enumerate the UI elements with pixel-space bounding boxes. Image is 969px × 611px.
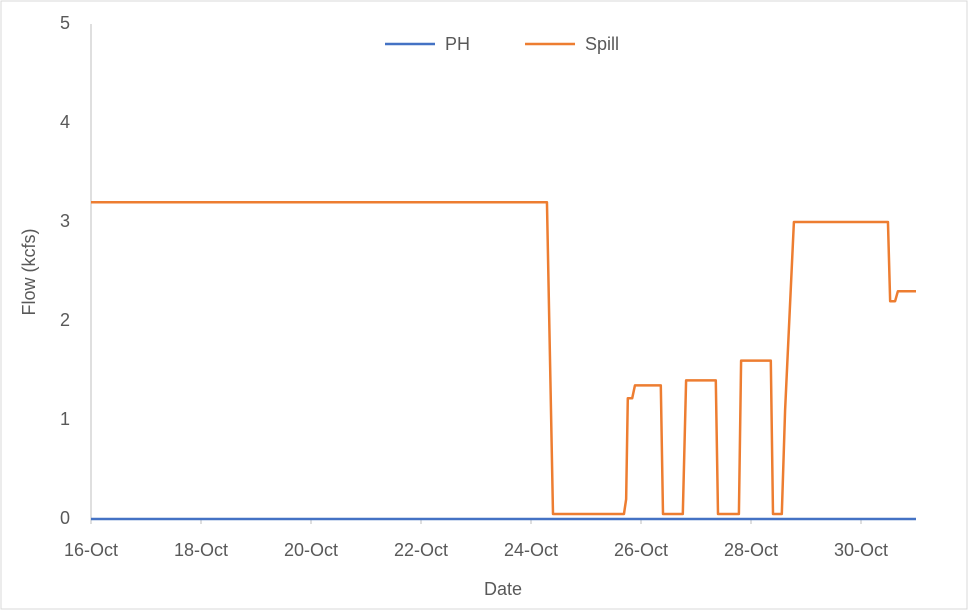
x-tick-label: 16-Oct (64, 540, 118, 560)
y-tick-label: 2 (60, 310, 70, 330)
y-tick-label: 4 (60, 112, 70, 132)
x-tick-label: 18-Oct (174, 540, 228, 560)
x-tick-label: 22-Oct (394, 540, 448, 560)
y-axis-title: Flow (kcfs) (19, 229, 39, 316)
legend-label: PH (445, 34, 470, 54)
x-tick-label: 28-Oct (724, 540, 778, 560)
y-tick-label: 5 (60, 13, 70, 33)
legend-label: Spill (585, 34, 619, 54)
series-line (91, 200, 916, 516)
x-tick-label: 30-Oct (834, 540, 888, 560)
y-tick-label: 3 (60, 211, 70, 231)
y-tick-label: 0 (60, 508, 70, 528)
x-axis-title: Date (484, 579, 522, 599)
y-tick-label: 1 (60, 409, 70, 429)
x-tick-label: 20-Oct (284, 540, 338, 560)
x-tick-label: 26-Oct (614, 540, 668, 560)
x-tick-label: 24-Oct (504, 540, 558, 560)
